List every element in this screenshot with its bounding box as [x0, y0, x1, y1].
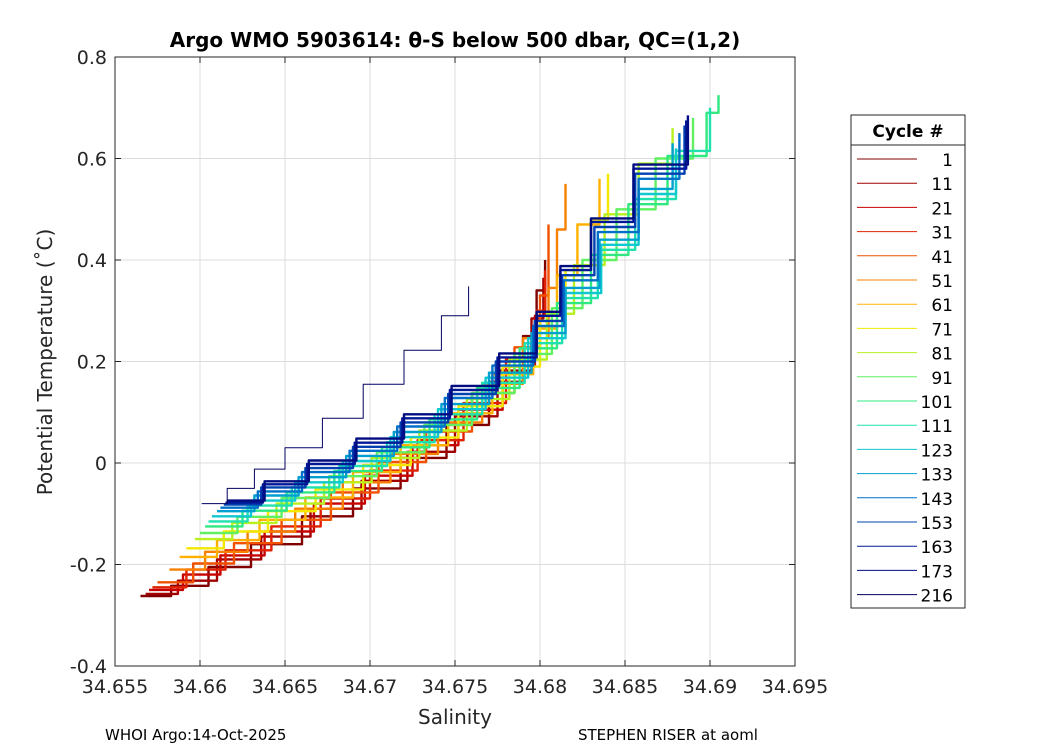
- footer-right: STEPHEN RISER at aoml: [578, 726, 758, 744]
- legend-items: 1112131415161718191101111123133143153163…: [857, 151, 953, 607]
- series-line-cycle-143: [220, 133, 681, 509]
- legend-label: 31: [931, 224, 953, 244]
- x-tick-label: 34.675: [422, 676, 488, 698]
- series-group: [140, 95, 720, 598]
- legend: Cycle # 11121314151617181911011111231331…: [850, 114, 966, 609]
- legend-label: 21: [931, 199, 953, 219]
- y-tick-label: 0: [95, 453, 107, 475]
- legend-label: 41: [931, 248, 953, 268]
- legend-label: 1: [942, 151, 953, 171]
- legend-box: [850, 114, 966, 609]
- x-tick-label: 34.695: [762, 676, 828, 698]
- series-line-cycle-173: [227, 115, 690, 502]
- legend-title: Cycle #: [872, 122, 943, 142]
- legend-label: 61: [931, 296, 953, 316]
- legend-label: 101: [921, 393, 953, 413]
- x-tick-label: 34.68: [513, 676, 567, 698]
- chart-title: Argo WMO 5903614: θ-S below 500 dbar, QC…: [170, 28, 740, 52]
- legend-label: 91: [931, 369, 953, 389]
- x-tick-label: 34.655: [82, 676, 148, 698]
- series-line-cycle-163: [225, 120, 688, 504]
- x-tick-label: 34.69: [683, 676, 737, 698]
- y-tick-label: -0.2: [70, 555, 107, 577]
- x-axis-label: Salinity: [418, 705, 492, 729]
- y-tick-label: 0.2: [77, 352, 107, 374]
- series-line-cycle-51: [169, 183, 567, 571]
- legend-label: 81: [931, 345, 953, 365]
- legend-label: 216: [921, 587, 953, 607]
- y-tick-label: 0.4: [77, 250, 107, 272]
- series-line-cycle-153: [223, 125, 686, 506]
- x-tick-label: 34.665: [252, 676, 318, 698]
- footer-left: WHOI Argo:14-Oct-2025: [105, 726, 287, 744]
- y-tick-label: -0.4: [70, 656, 107, 678]
- x-tick-label: 34.66: [173, 676, 227, 698]
- legend-label: 51: [931, 272, 953, 292]
- x-ticks: 34.655 34.66 34.665 34.67 34.675 34.68 34.685 3…: [82, 57, 828, 698]
- x-tick-label: 34.685: [592, 676, 658, 698]
- legend-label: 123: [921, 441, 953, 461]
- y-tick-label: 0.6: [77, 149, 107, 171]
- x-tick-label: 34.67: [343, 676, 397, 698]
- y-axis-label: Potential Temperature (˚C): [33, 229, 57, 496]
- legend-label: 153: [921, 514, 953, 534]
- legend-label: 143: [921, 490, 953, 510]
- y-tick-label: 0.8: [77, 47, 107, 69]
- legend-label: 163: [921, 538, 953, 558]
- series-line-cycle-1: [140, 260, 547, 598]
- legend-label: 173: [921, 562, 953, 582]
- series-line-cycle-216: [201, 286, 470, 505]
- legend-label: 111: [921, 417, 953, 437]
- legend-label: 71: [931, 320, 953, 340]
- legend-label: 11: [931, 175, 953, 195]
- legend-label: 133: [921, 466, 953, 486]
- y-ticks: -0.4 -0.2 0 0.2 0.4 0.6 0.8: [70, 47, 795, 678]
- plot-area: 34.655 34.66 34.665 34.67 34.675 34.68 34.685 3…: [70, 47, 828, 698]
